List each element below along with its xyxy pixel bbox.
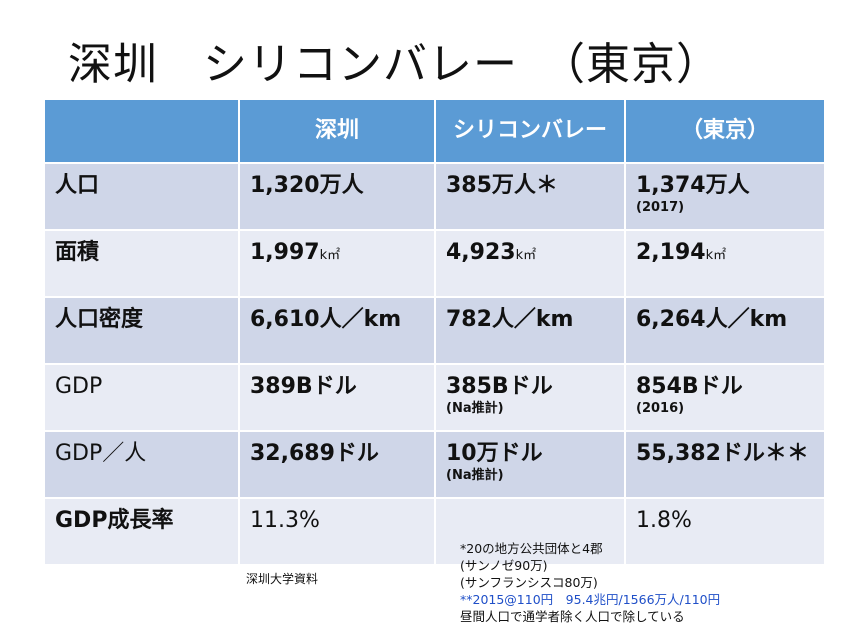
cell-note: (Na推計) bbox=[446, 468, 504, 483]
unit-label: k㎡ bbox=[705, 248, 727, 263]
page-title: 深圳 シリコンバレー （東京） bbox=[68, 39, 721, 90]
table-row-gdp-growth: GDP成長率 11.3% 1.8% bbox=[43, 497, 826, 566]
cell-shenzhen: 6,610人／km bbox=[238, 296, 436, 365]
cell-tokyo: 55,382ドル＊＊ bbox=[624, 430, 826, 499]
cell-silicon-valley: 385Bドル (Na推計) bbox=[434, 363, 626, 432]
cell-tokyo: 854Bドル (2016) bbox=[624, 363, 826, 432]
footnotes: *20の地方公共団体と4郡 (サンノゼ90万) (サンフランシスコ80万) **… bbox=[460, 540, 720, 625]
cell-note: (Na推計) bbox=[446, 401, 504, 416]
cell-tokyo: 1,374万人 (2017) bbox=[624, 162, 826, 231]
table-row-population: 人口 1,320万人 385万人＊ 1,374万人 (2017) bbox=[43, 162, 826, 231]
cell-shenzhen: 1,997k㎡ bbox=[238, 229, 436, 298]
footnote-line: **2015@110円 95.4兆円/1566万人/110円 bbox=[460, 592, 721, 607]
cell-note: (2017) bbox=[636, 200, 685, 215]
footnote-line: (サンノゼ90万) bbox=[460, 558, 548, 573]
cell-note: (2016) bbox=[636, 401, 685, 416]
row-label: 人口密度 bbox=[43, 296, 240, 365]
table-row-gdp: GDP 389Bドル 385Bドル (Na推計) 854Bドル (2016) bbox=[43, 363, 826, 432]
row-label: GDP成長率 bbox=[43, 497, 240, 566]
footnote-line: (サンフランシスコ80万) bbox=[460, 575, 598, 590]
cell-shenzhen: 1,320万人 bbox=[238, 162, 436, 231]
table-row-area: 面積 1,997k㎡ 4,923k㎡ 2,194k㎡ bbox=[43, 229, 826, 298]
footnote-line: *20の地方公共団体と4郡 bbox=[460, 541, 603, 556]
cell-silicon-valley bbox=[434, 497, 626, 566]
header-cell-tokyo: （東京） bbox=[624, 98, 826, 164]
header-cell-shenzhen: 深圳 bbox=[238, 98, 436, 164]
table-row-gdp-per-capita: GDP／人 32,689ドル 10万ドル (Na推計) 55,382ドル＊＊ bbox=[43, 430, 826, 499]
cell-tokyo: 6,264人／km bbox=[624, 296, 826, 365]
row-label: 人口 bbox=[43, 162, 240, 231]
cell-silicon-valley: 782人／km bbox=[434, 296, 626, 365]
source-note: 深圳大学資料 bbox=[246, 572, 319, 586]
comparison-table: 深圳 シリコンバレー （東京） 人口 1,320万人 385万人＊ 1,374万… bbox=[43, 98, 826, 566]
table-row-density: 人口密度 6,610人／km 782人／km 6,264人／km bbox=[43, 296, 826, 365]
header-cell-silicon-valley: シリコンバレー bbox=[434, 98, 626, 164]
unit-label: k㎡ bbox=[515, 248, 537, 263]
row-label: GDP／人 bbox=[43, 430, 240, 499]
header-cell-blank bbox=[43, 98, 240, 164]
cell-silicon-valley: 4,923k㎡ bbox=[434, 229, 626, 298]
cell-shenzhen: 389Bドル bbox=[238, 363, 436, 432]
cell-tokyo: 1.8% bbox=[624, 497, 826, 566]
row-label: 面積 bbox=[43, 229, 240, 298]
row-label: GDP bbox=[43, 363, 240, 432]
unit-label: k㎡ bbox=[319, 248, 341, 263]
cell-silicon-valley: 10万ドル (Na推計) bbox=[434, 430, 626, 499]
cell-silicon-valley: 385万人＊ bbox=[434, 162, 626, 231]
cell-tokyo: 2,194k㎡ bbox=[624, 229, 826, 298]
cell-shenzhen: 11.3% bbox=[238, 497, 436, 566]
cell-shenzhen: 32,689ドル bbox=[238, 430, 436, 499]
footnote-line: 昼間人口で通学者除く人口で除している bbox=[460, 609, 685, 624]
header-row: 深圳 シリコンバレー （東京） bbox=[43, 98, 826, 164]
